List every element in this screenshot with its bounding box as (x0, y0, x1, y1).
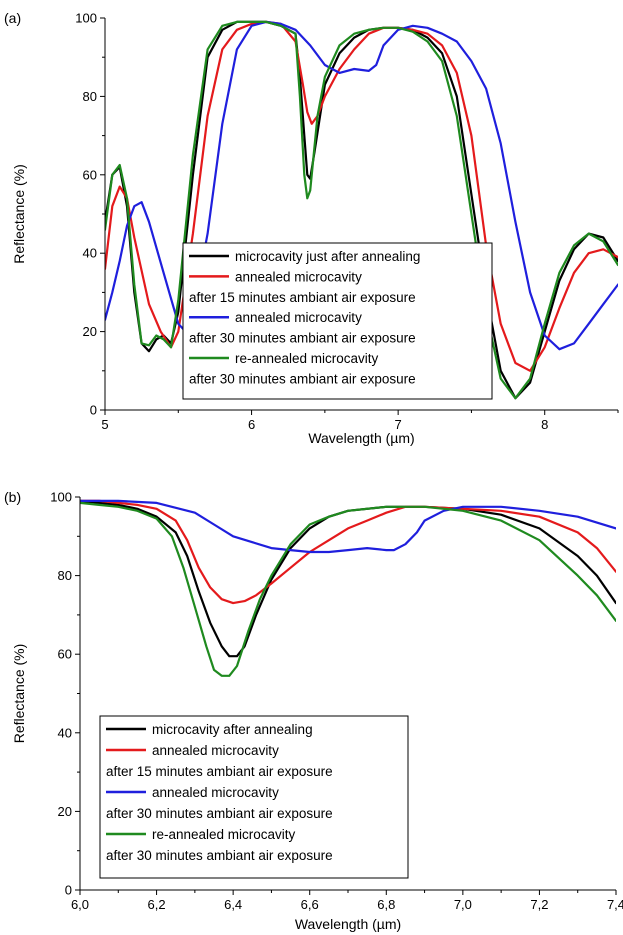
chart-0-x-tick-label-2: 7 (395, 417, 402, 432)
chart-0-y-tick-label-0: 0 (90, 403, 97, 418)
chart-0-panel-label: (a) (4, 10, 21, 26)
chart-0-series-group (105, 20, 618, 400)
chart-0-series-2-line (105, 20, 618, 351)
chart-0-legend-box (182, 242, 493, 400)
chart-1-legend-label-3: annealed microcavity (152, 785, 279, 800)
chart-1-y-tick-label-0: 0 (65, 883, 72, 898)
chart-1-x-tick-label-1: 6,2 (148, 897, 166, 912)
chart-1-legend: microcavity after annealing annealed micr… (99, 715, 409, 879)
chart-1-legend-label-2: after 15 minutes ambiant air exposure (106, 764, 333, 779)
chart-1-legend-label-6: after 30 minutes ambiant air exposure (106, 848, 333, 863)
chart-1-x-tick-label-5: 7,0 (454, 897, 472, 912)
chart-1-x-tick-label-3: 6,6 (301, 897, 319, 912)
chart-1-y-tick-label-2: 40 (58, 725, 72, 740)
chart-1-y-tick-label-5: 100 (50, 490, 72, 505)
chart-0: 0 20 40 60 80 100 5 6 7 8 Wavelength (µm) Reflectan… (4, 10, 619, 446)
chart-0-legend-label-6: after 30 minutes ambiant air exposure (189, 371, 416, 386)
chart-1-series-group (80, 499, 616, 677)
chart-1-x-tick-label-2: 6,4 (224, 897, 242, 912)
chart-1-x-tick-label-7: 7,4 (607, 897, 623, 912)
chart-0-legend-label-5: re-annealed microcavity (235, 351, 379, 366)
chart-1-x-tick-label-6: 7,2 (530, 897, 548, 912)
chart-0-legend-label-0: microcavity just after annealing (235, 249, 420, 264)
chart-0-legend-label-1: annealed microcavity (235, 269, 362, 284)
chart-1-series-2-line (80, 499, 616, 554)
chart-1-series-1-line (80, 499, 616, 605)
chart-0-legend-label-3: annealed microcavity (235, 310, 362, 325)
chart-1-legend-label-4: after 30 minutes ambiant air exposure (106, 806, 333, 821)
chart-1-y-tick-label-1: 20 (58, 804, 72, 819)
chart-1-y-axis-title: Reflectance (%) (11, 644, 27, 744)
chart-1-legend-box (99, 715, 409, 879)
chart-1-legend-label-1: annealed microcavity (152, 743, 279, 758)
chart-0-y-tick-label-4: 80 (83, 89, 97, 104)
chart-0-y-tick-label-3: 60 (83, 167, 97, 182)
chart-1-x-tick-label-4: 6,8 (377, 897, 395, 912)
chart-0-legend-label-4: after 30 minutes ambiant air exposure (189, 331, 416, 346)
chart-0-x-tick-label-0: 5 (101, 417, 108, 432)
chart-0-y-tick-label-1: 20 (83, 324, 97, 339)
chart-0-series-0-line (105, 20, 618, 400)
chart-0-y-axis-title: Reflectance (%) (11, 164, 27, 264)
chart-0-y-tick-label-2: 40 (83, 246, 97, 261)
chart-1-x-axis-title: Wavelength (µm) (295, 916, 401, 932)
chart-0-legend: microcavity just after annealing annealed… (182, 242, 493, 400)
chart-0-series-3-line (105, 20, 618, 400)
chart-1-series-3-line (80, 501, 616, 677)
chart-0-y-tick-label-5: 100 (75, 11, 97, 26)
chart-1: 0 20 40 60 80 100 6,0 6,2 6,4 6,6 6,8 7,0 7,2 7,4 Wave… (4, 489, 623, 932)
chart-1-legend-label-5: re-annealed microcavity (152, 827, 296, 842)
chart-1-series-0-line (80, 499, 616, 658)
chart-0-x-tick-label-3: 8 (541, 417, 548, 432)
chart-0-x-tick-label-1: 6 (248, 417, 255, 432)
chart-1-panel-label: (b) (4, 489, 21, 505)
chart-1-x-tick-label-0: 6,0 (71, 897, 89, 912)
chart-1-y-tick-label-4: 80 (58, 568, 72, 583)
chart-1-y-tick-label-3: 60 (58, 647, 72, 662)
chart-1-legend-label-0: microcavity after annealing (152, 722, 313, 737)
chart-0-x-axis-title: Wavelength (µm) (308, 430, 414, 446)
chart-0-legend-label-2: after 15 minutes ambiant air exposure (189, 290, 416, 305)
